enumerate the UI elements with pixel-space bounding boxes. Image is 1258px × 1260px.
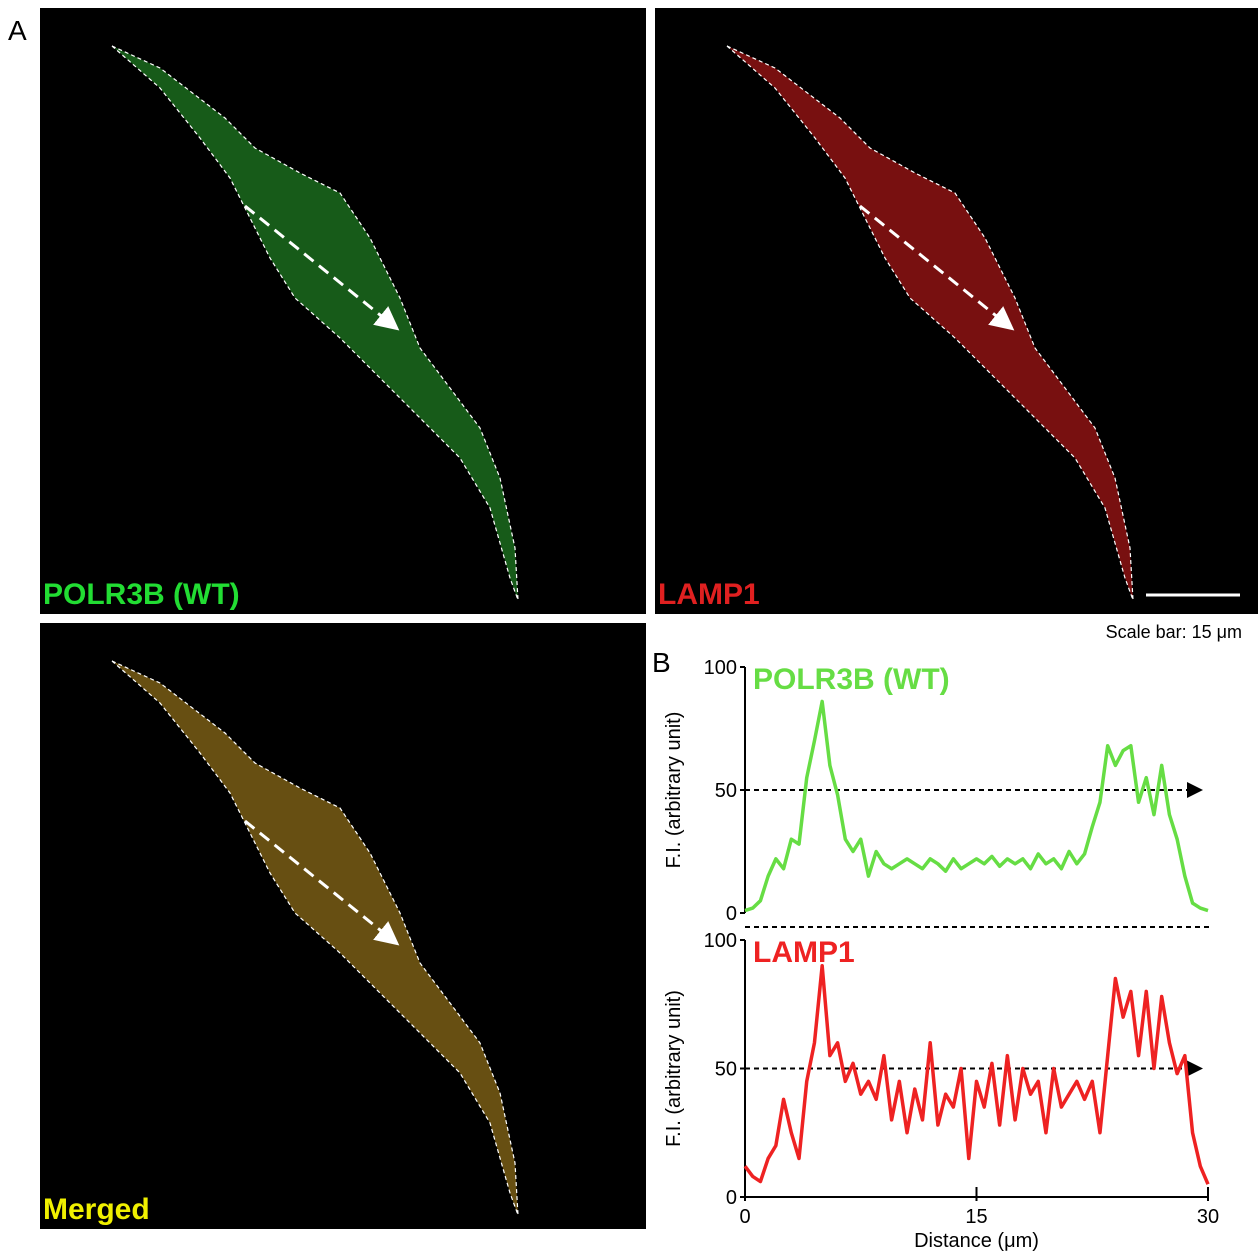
image-label: POLR3B (WT) xyxy=(43,578,240,611)
x-tick-label: 30 xyxy=(1197,1206,1219,1228)
y-tick-label: 50 xyxy=(715,780,737,802)
y-tick-label: 100 xyxy=(704,657,737,679)
panel-label: B xyxy=(652,647,671,678)
micrograph: POLR3B (WT) xyxy=(40,8,646,614)
x-tick-label: 15 xyxy=(965,1206,987,1228)
micrograph: Merged xyxy=(40,623,646,1229)
scale-bar-label: Scale bar: 15 μm xyxy=(1106,622,1242,642)
y-tick-label: 0 xyxy=(726,1187,737,1209)
data-line xyxy=(744,699,1209,913)
image-label: LAMP1 xyxy=(658,578,760,611)
panel-label: A xyxy=(8,15,27,46)
image-label: Merged xyxy=(43,1193,150,1226)
y-tick-label: 100 xyxy=(704,930,737,952)
profile-arrow xyxy=(244,204,400,331)
y-tick-label: 50 xyxy=(715,1059,737,1081)
data-line xyxy=(743,963,1210,1185)
legend-label: LAMP1 xyxy=(753,936,855,969)
profile-arrow xyxy=(859,204,1015,331)
micrograph: LAMP1 xyxy=(655,8,1258,614)
legend-label: POLR3B (WT) xyxy=(753,663,950,696)
x-axis-title: Distance (μm) xyxy=(914,1230,1039,1252)
y-tick-label: 0 xyxy=(726,903,737,925)
profile-arrow xyxy=(244,819,400,946)
x-tick-label: 0 xyxy=(739,1206,750,1228)
y-axis-title: F.I. (arbitrary unit) xyxy=(663,712,685,869)
y-axis-title: F.I. (arbitrary unit) xyxy=(663,990,685,1147)
